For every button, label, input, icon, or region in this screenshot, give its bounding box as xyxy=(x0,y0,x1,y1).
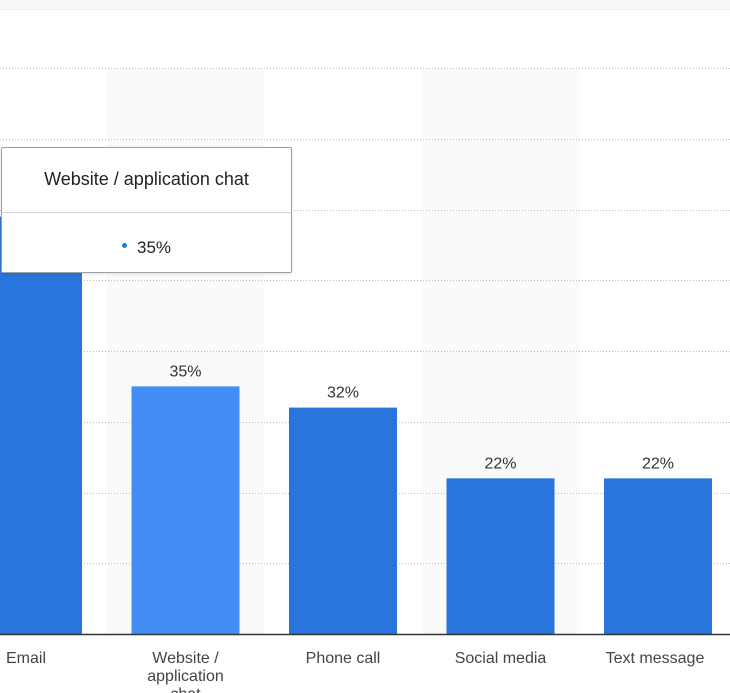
tooltip: Website / application chat 35% xyxy=(1,147,292,273)
bar-0[interactable] xyxy=(0,216,82,634)
x-tick-label-0: Email xyxy=(6,650,47,667)
bar-2[interactable] xyxy=(289,407,397,634)
bar-1[interactable] xyxy=(131,386,240,634)
x-tick-label-4: Text message xyxy=(605,650,705,667)
tooltip-value: 35% xyxy=(136,238,172,257)
value-label-4: 22% xyxy=(642,455,674,472)
x-tick-label-2: Phone call xyxy=(305,650,381,667)
tooltip-value-row: 35% xyxy=(2,212,291,272)
x-tick-label-1: Website / application chat xyxy=(147,650,224,693)
top-strip xyxy=(0,0,730,10)
value-labels: 35% 32% 22% 22% xyxy=(169,363,674,472)
series-dot-icon xyxy=(121,243,127,249)
value-label-2: 32% xyxy=(327,385,359,402)
tooltip-title: Website / application chat xyxy=(2,148,291,213)
bar-4[interactable] xyxy=(604,478,712,634)
value-label-1: 35% xyxy=(169,363,201,380)
bars xyxy=(0,216,712,634)
value-label-3: 22% xyxy=(484,455,516,472)
bar-3[interactable] xyxy=(446,478,555,634)
x-tick-label-3: Social media xyxy=(454,650,547,667)
